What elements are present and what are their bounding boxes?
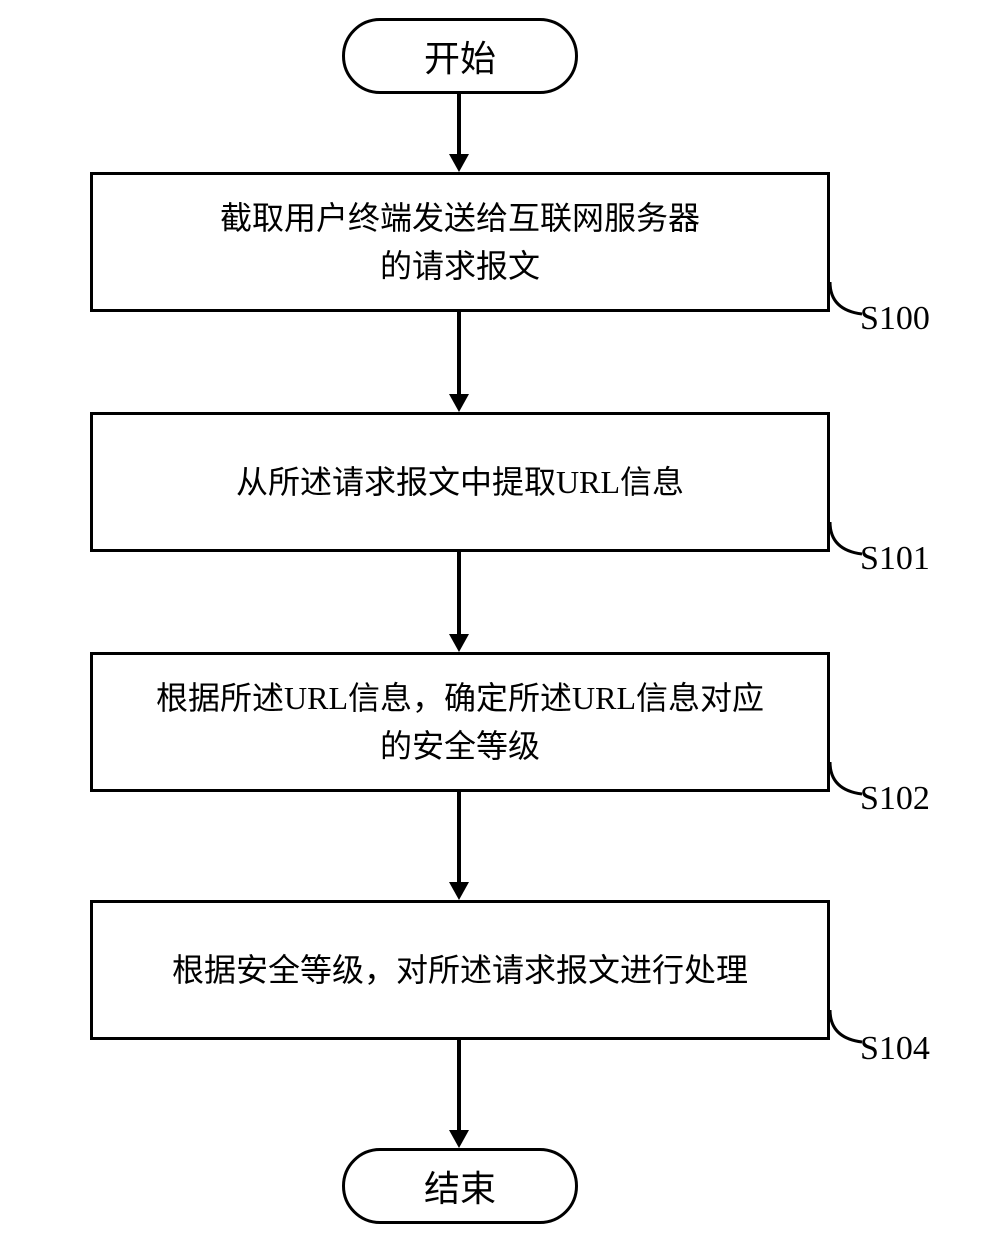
connector-s101 [828,520,868,560]
label-s101: S101 [860,540,930,578]
process-s101-text: 从所述请求报文中提取URL信息 [236,458,684,506]
process-s101: 从所述请求报文中提取URL信息 [90,412,830,552]
process-s102: 根据所述URL信息，确定所述URL信息对应 的安全等级 [90,652,830,792]
process-s100-text: 截取用户终端发送给互联网服务器 的请求报文 [220,194,700,290]
process-s102-text: 根据所述URL信息，确定所述URL信息对应 的安全等级 [156,674,764,770]
connector-s100 [828,280,868,320]
edge-s102-s104 [457,792,461,882]
start-node: 开始 [342,18,578,94]
process-s104: 根据安全等级，对所述请求报文进行处理 [90,900,830,1040]
arrowhead-icon [449,634,469,652]
label-s104: S104 [860,1030,930,1068]
edge-s101-s102 [457,552,461,634]
arrowhead-icon [449,882,469,900]
edge-s100-s101 [457,312,461,394]
process-s100: 截取用户终端发送给互联网服务器 的请求报文 [90,172,830,312]
process-s104-text: 根据安全等级，对所述请求报文进行处理 [172,946,748,994]
connector-s104 [828,1008,868,1048]
start-text: 开始 [424,30,496,82]
end-text: 结束 [424,1160,496,1212]
label-s102: S102 [860,780,930,818]
arrowhead-icon [449,394,469,412]
connector-s102 [828,760,868,800]
arrowhead-icon [449,1130,469,1148]
end-node: 结束 [342,1148,578,1224]
label-s100: S100 [860,300,930,338]
arrowhead-icon [449,154,469,172]
edge-s104-end [457,1040,461,1130]
edge-start-s100 [457,94,461,154]
